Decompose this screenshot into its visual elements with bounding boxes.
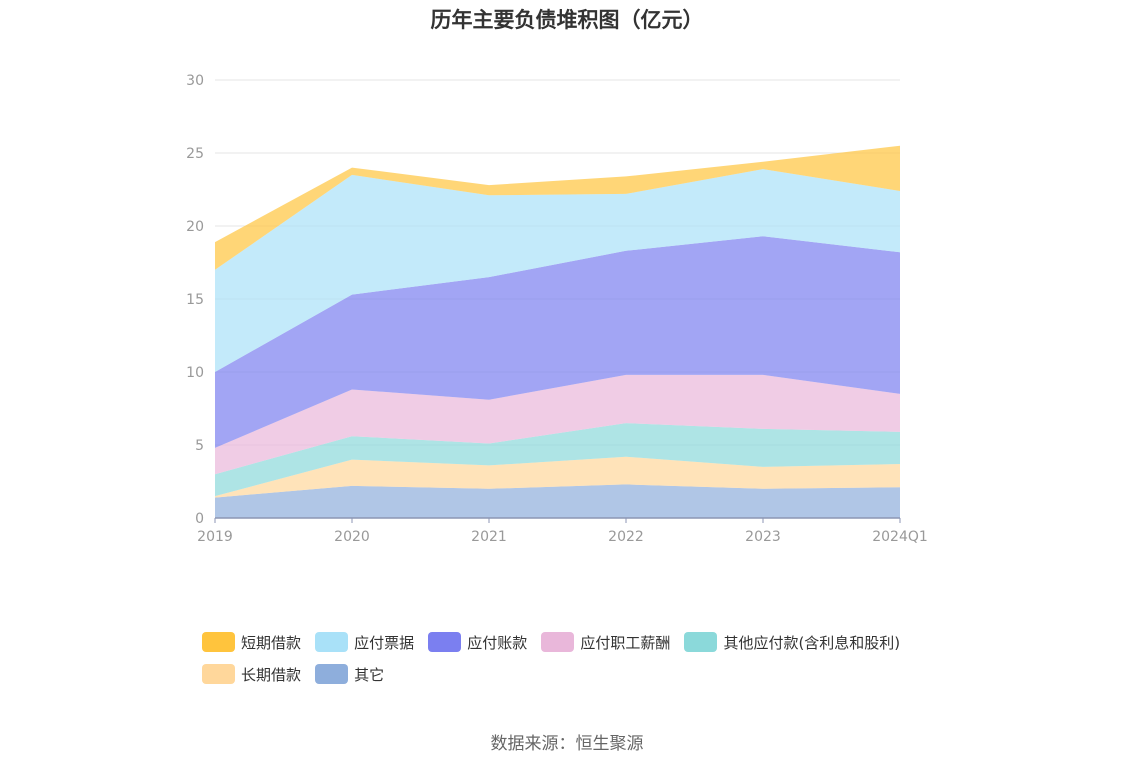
x-tick-label: 2020 bbox=[334, 529, 370, 545]
legend-label: 其他应付款(含利息和股利) bbox=[723, 633, 901, 652]
area-series bbox=[215, 145, 900, 518]
y-tick-label: 10 bbox=[186, 365, 204, 381]
y-tick-label: 0 bbox=[195, 511, 204, 527]
legend-item-accounts-payable[interactable]: 应付账款 bbox=[428, 631, 527, 653]
legend: 短期借款 应付票据 应付账款 应付职工薪酬 其他应付款(含利息和股利) 长期借款… bbox=[202, 631, 962, 695]
legend-label: 其它 bbox=[354, 665, 385, 684]
legend-item-long-term-loans[interactable]: 长期借款 bbox=[202, 663, 301, 685]
area-series-1 bbox=[215, 456, 900, 498]
area-series-0 bbox=[215, 484, 900, 518]
chart-title: 历年主要负债堆积图（亿元） bbox=[430, 8, 704, 32]
area-series-6 bbox=[215, 145, 900, 270]
area-series-5 bbox=[215, 169, 900, 372]
legend-swatch bbox=[684, 632, 718, 652]
x-tick-label: 2022 bbox=[608, 529, 644, 545]
x-tick-label: 2024Q1 bbox=[872, 529, 928, 545]
y-tick-label: 20 bbox=[186, 219, 204, 235]
legend-swatch bbox=[541, 632, 575, 652]
y-tick-label: 15 bbox=[186, 292, 204, 308]
legend-label: 应付票据 bbox=[354, 633, 415, 652]
x-tick-label: 2021 bbox=[471, 529, 507, 545]
y-tick-label: 25 bbox=[186, 146, 204, 162]
legend-label: 应付职工薪酬 bbox=[580, 633, 671, 652]
legend-label: 长期借款 bbox=[241, 665, 302, 684]
y-tick-label: 30 bbox=[186, 73, 204, 89]
legend-swatch bbox=[202, 632, 235, 652]
area-series-4 bbox=[215, 236, 900, 448]
data-source: 数据来源：恒生聚源 bbox=[490, 734, 644, 754]
legend-label: 短期借款 bbox=[241, 633, 302, 652]
legend-swatch bbox=[315, 664, 349, 684]
legend-swatch bbox=[315, 632, 349, 652]
legend-label: 应付账款 bbox=[467, 633, 528, 652]
area-series-2 bbox=[215, 423, 900, 497]
stacked-area-chart: 0 5 10 15 20 25 30 2019 2020 2021 2022 2023 2024Q1 bbox=[186, 73, 928, 545]
axes: 0 5 10 15 20 25 30 2019 2020 2021 2022 2023 2024Q1 bbox=[186, 73, 928, 545]
legend-item-other-payables[interactable]: 其他应付款(含利息和股利) bbox=[684, 631, 900, 653]
x-tick-label: 2023 bbox=[745, 529, 781, 545]
legend-swatch bbox=[428, 632, 462, 652]
legend-item-short-term-loans[interactable]: 短期借款 bbox=[202, 631, 301, 653]
y-tick-label: 5 bbox=[195, 438, 204, 454]
legend-swatch bbox=[202, 664, 235, 684]
x-tick-label: 2019 bbox=[197, 529, 233, 545]
legend-item-notes-payable[interactable]: 应付票据 bbox=[315, 631, 414, 653]
area-series-3 bbox=[215, 374, 900, 475]
legend-item-others[interactable]: 其它 bbox=[315, 663, 384, 685]
legend-item-employee-payable[interactable]: 应付职工薪酬 bbox=[541, 631, 670, 653]
